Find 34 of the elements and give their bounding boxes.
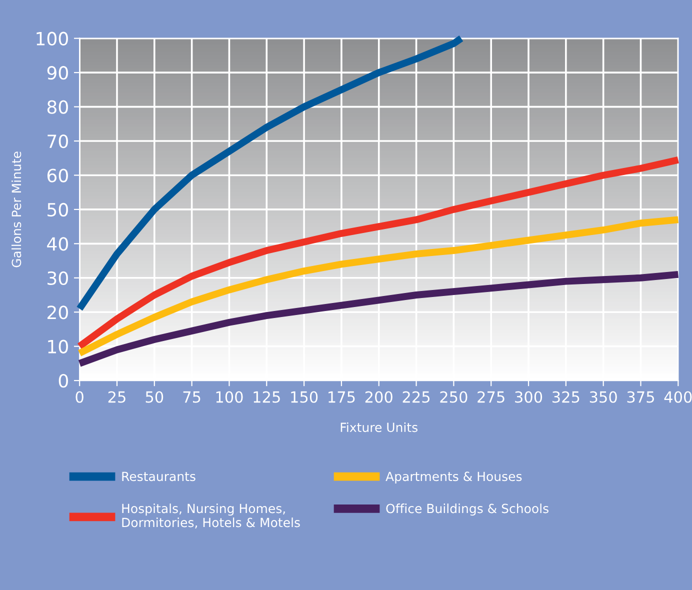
x-tick-label: 375: [627, 391, 654, 403]
y-tick-label: 80: [47, 100, 68, 114]
x-tick-label: 25: [108, 391, 126, 403]
x-tick-label: 75: [183, 391, 200, 403]
y-tick-label: 50: [48, 202, 68, 217]
y-tick-label: 70: [48, 134, 68, 148]
y-axis-title: Gallons Per Minute: [11, 152, 22, 268]
x-tick-label: 50: [146, 391, 164, 403]
y-tick-label: 100: [36, 32, 68, 46]
x-tick-label: 225: [402, 391, 430, 403]
x-tick-label: 150: [291, 391, 318, 403]
x-tick-label: 350: [590, 391, 617, 403]
y-tick-label: 0: [58, 374, 68, 388]
legend-label: Restaurants: [122, 472, 196, 482]
y-tick-label: 60: [47, 168, 68, 182]
x-tick-label: 250: [440, 391, 468, 403]
x-tick-label: 175: [328, 391, 355, 403]
x-axis-title: Fixture Units: [340, 422, 418, 432]
y-tick-label: 10: [48, 340, 68, 354]
x-tick-label: 400: [664, 391, 692, 403]
x-tick-label: 100: [216, 391, 243, 403]
y-tick-label: 20: [48, 306, 68, 320]
x-tick-label: 0: [76, 391, 84, 403]
x-tick-label: 325: [552, 391, 580, 403]
legend-label: Apartments & Houses: [386, 472, 522, 484]
x-tick-label: 200: [365, 391, 392, 403]
x-tick-label: 125: [254, 391, 280, 403]
y-tick-label: 90: [47, 66, 68, 80]
x-tick-label: 300: [515, 391, 542, 403]
x-tick-label: 275: [478, 391, 504, 403]
legend-label: Office Buildings & Schools: [386, 504, 548, 516]
legend-label: Hospitals, Nursing Homes, Dormitories, Hotels & Motels: [122, 504, 300, 528]
y-tick-label: 40: [47, 237, 68, 251]
y-tick-label: 30: [48, 271, 68, 286]
